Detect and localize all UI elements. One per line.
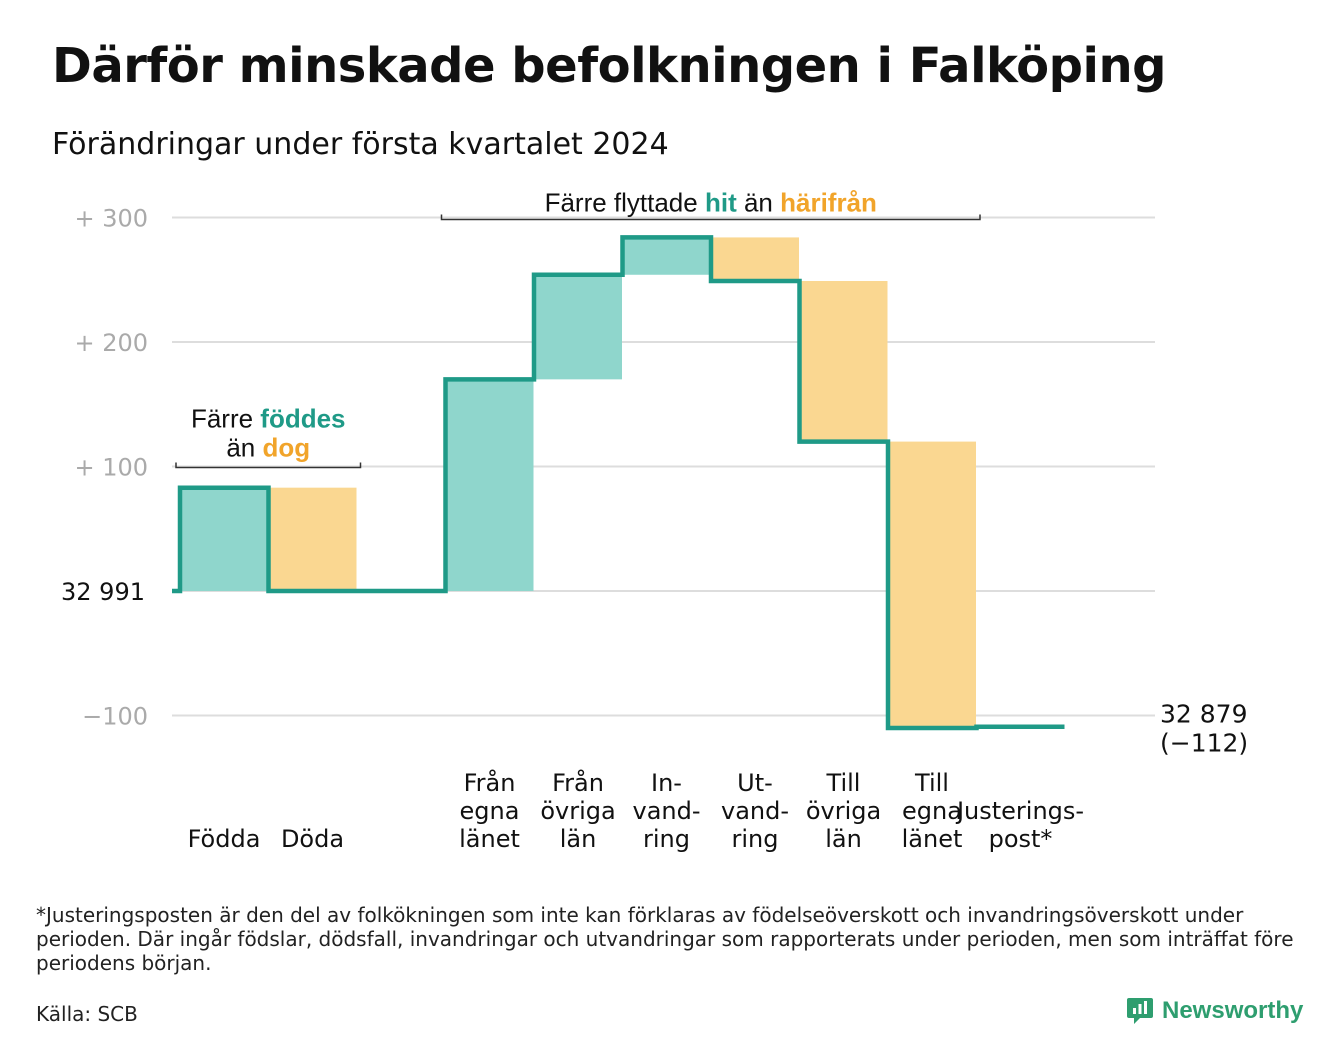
y-tick-label: + 100 bbox=[74, 454, 148, 482]
waterfall-bar bbox=[268, 487, 357, 591]
waterfall-chart: + 300 + 200 + 100 −100 32 991 32 879(−112) Fö… bbox=[61, 188, 1248, 854]
category-label: ring bbox=[732, 825, 779, 853]
category-label: län bbox=[825, 825, 862, 853]
annotation-part: dog bbox=[263, 433, 311, 463]
waterfall-bar bbox=[622, 237, 711, 275]
category-label: Från bbox=[464, 768, 516, 797]
category-label: ring bbox=[643, 825, 690, 853]
category-label: Till bbox=[826, 769, 861, 797]
category-label: Födda bbox=[188, 825, 261, 853]
waterfall-bars bbox=[180, 237, 976, 728]
source-note: Källa: SCB bbox=[36, 1002, 138, 1026]
category-label: länet bbox=[459, 825, 520, 853]
category-label: egna bbox=[902, 797, 962, 825]
category-labels: Födda DödaFrånegnalänetFrånövrigalänIn-va… bbox=[188, 768, 1084, 853]
category-label: Ut- bbox=[737, 769, 773, 797]
category-label: Från bbox=[552, 768, 604, 797]
running-total-path bbox=[172, 235, 1065, 731]
annotation-text-line1: Färre flyttade hit än härifrån bbox=[545, 188, 877, 218]
annotation-text-line1: Färre föddes bbox=[191, 404, 346, 434]
start-value-label: 32 991 bbox=[61, 578, 145, 606]
category-label: In- bbox=[651, 769, 682, 797]
grid-lines bbox=[172, 216, 1155, 717]
category-label: övriga bbox=[540, 797, 615, 825]
waterfall-bar bbox=[711, 237, 799, 281]
annotation-part: än bbox=[737, 188, 780, 218]
annotation-part: hit bbox=[705, 188, 737, 218]
annotation-part: härifrån bbox=[780, 188, 877, 218]
waterfall-bar bbox=[180, 487, 268, 591]
annotation-part: Färre flyttade bbox=[545, 188, 705, 218]
y-tick-label: −100 bbox=[82, 703, 148, 731]
annotation-text-line2: än dog bbox=[226, 433, 310, 463]
y-tick-label: + 200 bbox=[74, 329, 148, 357]
annotation-bracket bbox=[175, 462, 362, 469]
page-subtitle: Förändringar under första kvartalet 2024 bbox=[52, 127, 669, 162]
waterfall-bar bbox=[534, 274, 622, 380]
end-change-label: (−112) bbox=[1160, 729, 1248, 758]
page-title: Därför minskade befolkningen i Falköping bbox=[52, 38, 1166, 94]
logo-text: Newsworthy bbox=[1162, 997, 1304, 1024]
newsworthy-logo-icon bbox=[1127, 998, 1153, 1024]
category-label: vand- bbox=[632, 797, 700, 825]
annotation-part: än bbox=[226, 433, 262, 463]
category-label: Justerings- bbox=[955, 797, 1084, 825]
waterfall-bar bbox=[799, 280, 888, 442]
annotation-part: Färre bbox=[191, 404, 260, 434]
category-label: vand- bbox=[721, 797, 789, 825]
category-label: egna bbox=[460, 797, 520, 825]
end-value-label: 32 879 bbox=[1160, 700, 1247, 729]
y-axis-ticks: + 300 + 200 + 100 −100 32 991 32 879(−112) bbox=[61, 205, 1248, 758]
annotation-bracket bbox=[440, 214, 981, 221]
category-label: län bbox=[560, 825, 597, 853]
category-label: Döda bbox=[281, 825, 344, 853]
category-label: post* bbox=[989, 825, 1053, 853]
running-total-line bbox=[172, 235, 1065, 731]
y-tick-label: + 300 bbox=[74, 205, 148, 233]
annotation-part: föddes bbox=[260, 404, 345, 434]
footnote: *Justeringsposten är den del av folkökni… bbox=[36, 903, 1294, 975]
waterfall-bar bbox=[445, 379, 534, 591]
waterfall-bar bbox=[888, 441, 976, 728]
category-label: Till bbox=[914, 769, 949, 797]
newsworthy-logo: Newsworthy bbox=[1126, 996, 1303, 1026]
category-label: övriga bbox=[806, 797, 881, 825]
category-label: länet bbox=[902, 825, 963, 853]
